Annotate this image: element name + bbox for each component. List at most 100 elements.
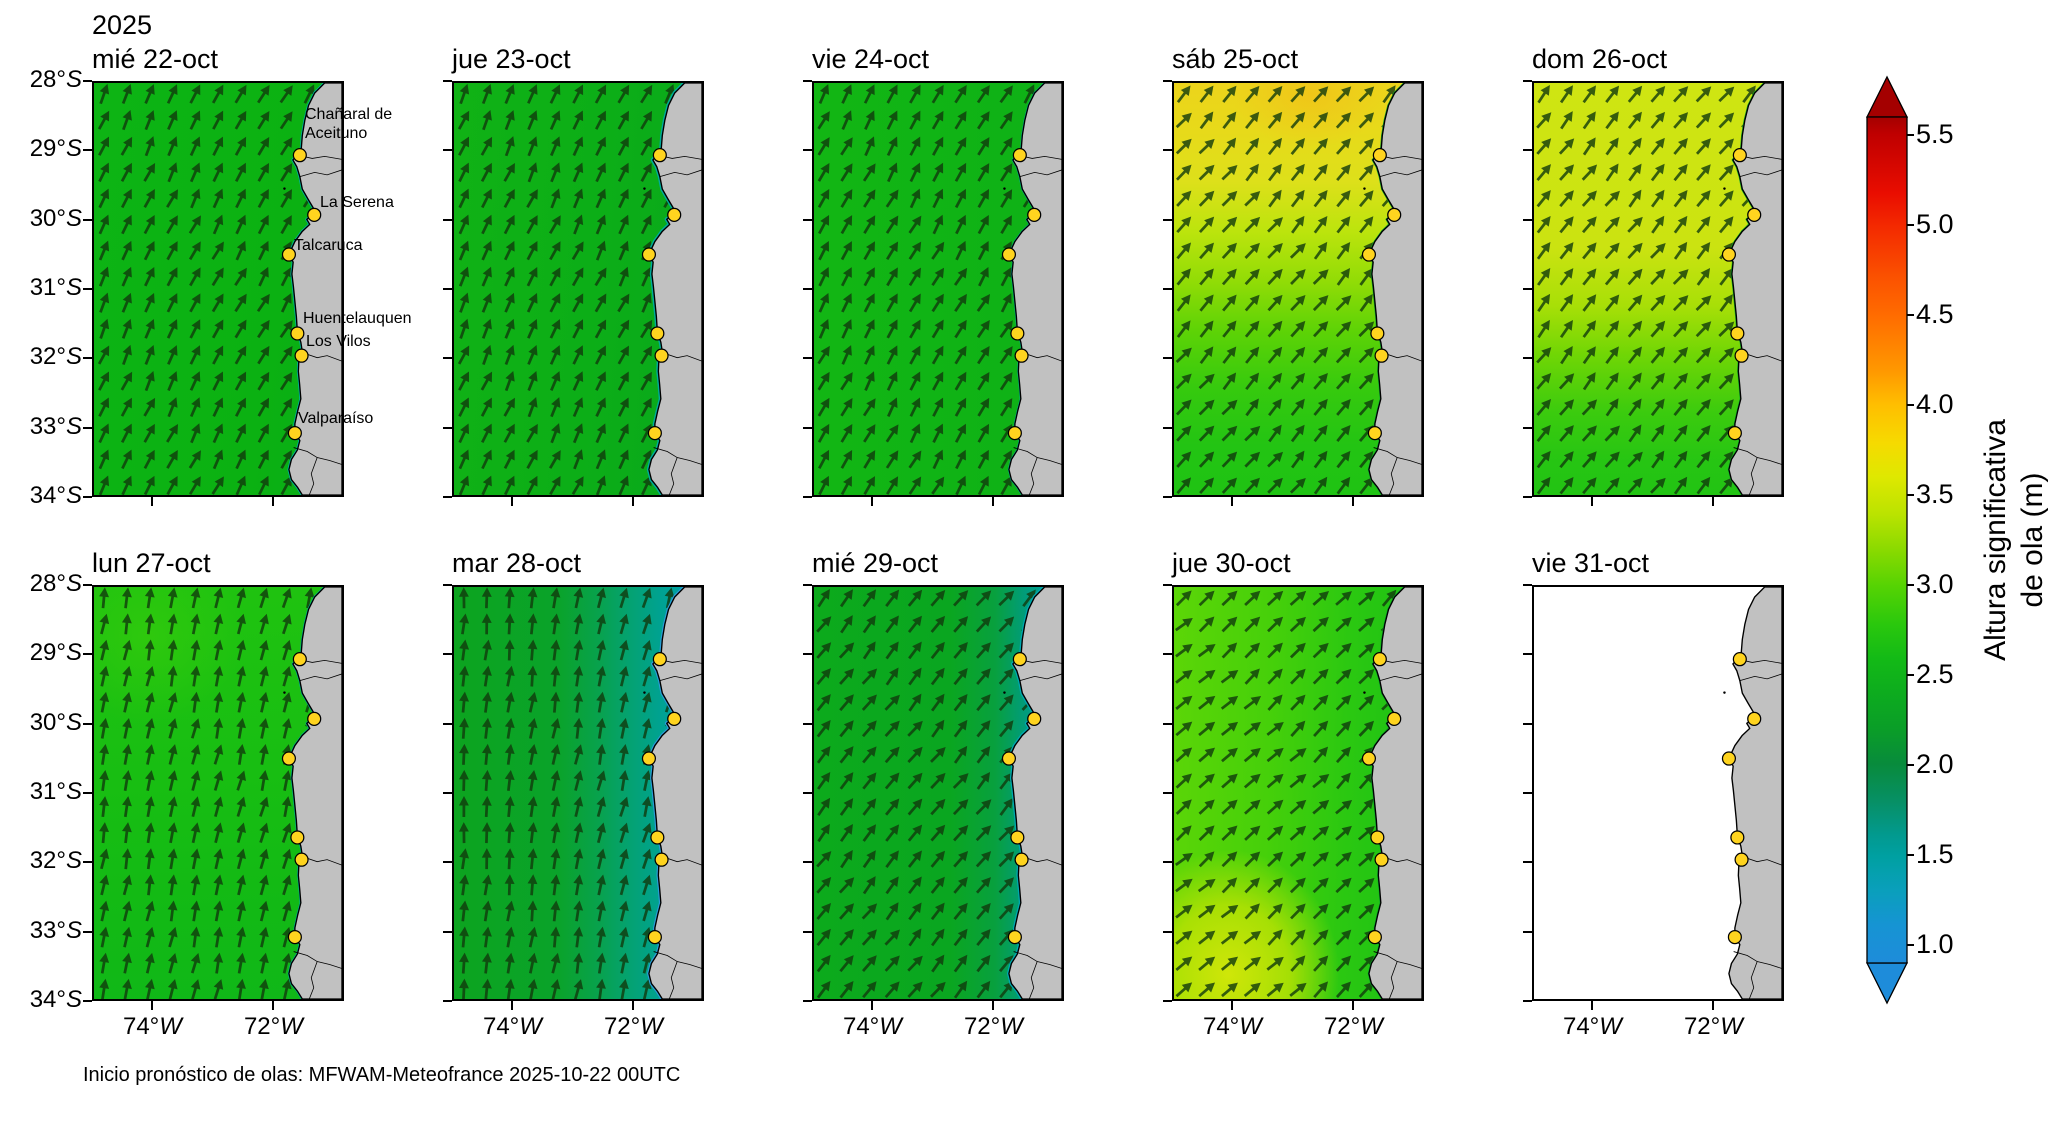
- city-label-huentelauquen: Huentelauquen: [303, 310, 412, 327]
- lat-tick-mark: [1523, 288, 1532, 290]
- panel-jue-30-oct: jue 30-oct 74°W 72°W: [1163, 548, 1424, 1040]
- lat-tick-mark: [443, 722, 452, 725]
- lat-tick-mark: [1523, 149, 1532, 152]
- colorbar-gradient-bar: [1866, 116, 1908, 964]
- map-overlay: [814, 83, 1062, 495]
- lat-tick-mark: [1163, 496, 1172, 498]
- region-border: [659, 169, 702, 178]
- region-border: [1382, 856, 1422, 866]
- lon-tick-mark: [992, 1001, 995, 1010]
- lat-tick-mark: [1163, 584, 1172, 586]
- city-markers: [1001, 148, 1042, 441]
- lat-tick-label: 31°S: [29, 274, 82, 301]
- colorbar-tick-label: 2.5: [1916, 659, 1954, 689]
- city-markers: [1361, 652, 1402, 945]
- lon-tick-mark: [992, 497, 995, 506]
- region-border: [659, 673, 702, 682]
- lat-tick-mark: [1163, 357, 1172, 360]
- panel-mar-28-oct: mar 28-oct 74°W 72°W: [443, 548, 704, 1040]
- panel-title: mié 29-oct: [812, 548, 939, 578]
- map-canvas: [92, 81, 344, 497]
- city-dot-talcaruca: [281, 751, 296, 766]
- panel-mié-22-oct: mié 22-oct Chañaral de Aceituno La Serena Ta…: [83, 44, 412, 506]
- year-label: 2025: [92, 10, 153, 40]
- lat-tick-mark: [83, 722, 92, 725]
- lat-tick-mark: [83, 288, 92, 290]
- map-overlay: [457, 587, 702, 999]
- lat-tick-mark: [83, 930, 92, 933]
- city-dot-los-vilos: [1734, 348, 1749, 363]
- panel-vie-24-oct: vie 24-oct: [803, 44, 1064, 506]
- lon-tick-label: 72°W: [603, 1013, 663, 1040]
- land-mass: [648, 83, 702, 495]
- colorbar-svg: [1865, 75, 1914, 1005]
- city-dot-huentelauquen: [1010, 326, 1025, 341]
- city-dot-chañaral-de-aceituno: [1732, 652, 1747, 667]
- lon-tick-mark: [272, 1001, 275, 1010]
- map-canvas: [92, 585, 344, 1001]
- city-dot-los-vilos: [294, 348, 309, 363]
- panel-title: vie 31-oct: [1532, 548, 1650, 578]
- city-markers: [641, 148, 682, 441]
- city-dot-la-serena: [307, 711, 322, 726]
- panel-title: jue 23-oct: [452, 44, 571, 74]
- panel-title: dom 26-oct: [1532, 44, 1668, 74]
- city-dot-talcaruca: [281, 247, 296, 262]
- islet: [1003, 187, 1006, 190]
- islet: [1363, 187, 1366, 190]
- city-dot-la-serena: [1027, 207, 1042, 222]
- lat-tick-mark: [1163, 653, 1172, 656]
- lat-tick-mark: [1163, 930, 1172, 933]
- lat-tick-mark: [803, 288, 812, 290]
- lat-tick-mark: [83, 496, 92, 498]
- lat-tick-mark: [803, 653, 812, 656]
- city-markers: [1721, 148, 1762, 441]
- city-dot-los-vilos: [1734, 852, 1749, 867]
- land-mass: [1368, 83, 1422, 495]
- region-border: [1022, 856, 1062, 866]
- islet: [1363, 691, 1366, 694]
- lat-tick-mark: [803, 426, 812, 429]
- land-mass: [648, 587, 702, 999]
- region-border: [662, 856, 702, 866]
- city-dot-valparaíso: [287, 425, 302, 441]
- land-mass: [288, 587, 342, 999]
- region-border: [1388, 961, 1398, 999]
- region-border: [302, 352, 342, 362]
- city-dot-la-serena: [1747, 207, 1762, 222]
- map-overlay: [454, 83, 702, 495]
- panel-title: sáb 25-oct: [1172, 44, 1299, 74]
- lon-tick-mark: [511, 497, 514, 506]
- lat-tick-mark: [1163, 218, 1172, 221]
- lon-tick-label: 72°W: [1323, 1013, 1383, 1040]
- city-dot-los-vilos: [654, 852, 669, 867]
- islet: [643, 691, 646, 694]
- city-dot-valparaíso: [1727, 929, 1742, 945]
- city-dot-chañaral-de-aceituno: [1372, 652, 1387, 667]
- map-canvas: [1532, 585, 1784, 1001]
- region-border: [299, 673, 342, 682]
- lat-tick-mark: [443, 218, 452, 221]
- land-mass: [288, 83, 342, 495]
- lon-tick-mark: [871, 497, 874, 506]
- map-overlay: [94, 83, 342, 495]
- city-dot-valparaíso: [1007, 929, 1022, 945]
- region-border: [308, 457, 318, 495]
- city-dot-huentelauquen: [290, 326, 305, 341]
- lat-tick-label: 32°S: [29, 847, 82, 875]
- lat-tick-mark: [443, 584, 452, 586]
- city-dot-talcaruca: [1361, 751, 1376, 766]
- lon-tick-mark: [151, 497, 154, 506]
- region-border: [1742, 352, 1782, 362]
- lat-tick-mark: [1523, 930, 1532, 933]
- lat-tick-mark: [83, 80, 92, 82]
- region-border: [293, 447, 342, 465]
- region-border: [1019, 169, 1062, 178]
- lat-tick-mark: [803, 722, 812, 725]
- lat-tick-label: 34°S: [29, 986, 82, 1013]
- region-border: [662, 352, 702, 362]
- lon-tick-mark: [1591, 1001, 1594, 1010]
- lat-tick-label: 28°S: [29, 570, 82, 597]
- map-canvas: [452, 81, 704, 497]
- lat-tick-label: 29°S: [29, 639, 82, 667]
